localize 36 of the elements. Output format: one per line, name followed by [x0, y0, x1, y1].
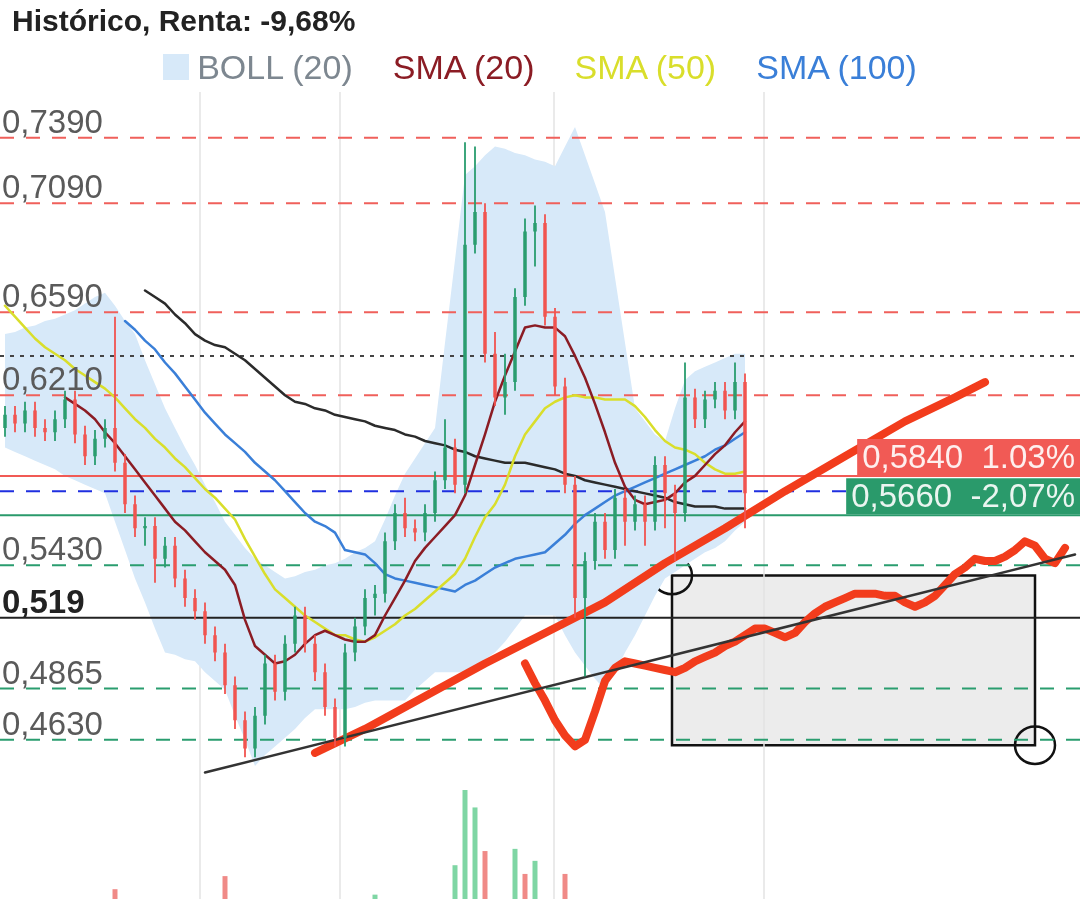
ref-line-label: 0,5840 1.03% — [862, 437, 1075, 475]
bar — [482, 851, 488, 899]
bar — [462, 790, 468, 899]
ref-line-label: 0,7090 — [2, 168, 103, 206]
ref-line-label: 0,5660 -2,07% — [851, 477, 1076, 515]
bar — [532, 860, 538, 899]
bar — [222, 876, 228, 899]
bar — [562, 873, 568, 899]
candlestick — [13, 406, 17, 433]
bar — [472, 807, 478, 899]
candlestick — [533, 205, 537, 267]
ref-line-label: 0,5430 — [2, 530, 103, 568]
candlestick — [103, 419, 107, 448]
candlestick — [713, 382, 717, 409]
ref-line-label: 0,4630 — [2, 704, 103, 742]
candlestick — [373, 584, 377, 616]
candlestick — [43, 419, 47, 441]
ref-line-label: 0,7390 — [2, 102, 103, 140]
candlestick — [473, 146, 477, 254]
legend-label: BOLL (20) — [197, 47, 353, 87]
candlestick — [413, 519, 417, 542]
bar — [112, 889, 118, 899]
text: SMA (100) — [756, 47, 917, 87]
bar — [452, 865, 458, 899]
text: SMA (20) — [392, 47, 535, 87]
candlestick — [643, 495, 647, 546]
ref-line-label: 0,519 — [2, 582, 85, 620]
ref-line-label: 0,6590 — [2, 277, 103, 315]
chart-title: Histórico, Renta: -9,68% — [11, 3, 357, 39]
text: SMA (50) — [574, 47, 717, 87]
ref-line-label: 0,4865 — [2, 653, 103, 691]
candlestick — [503, 353, 507, 415]
bar — [372, 894, 378, 899]
candlestick — [673, 484, 677, 561]
bar — [522, 873, 528, 899]
bar — [512, 848, 518, 899]
